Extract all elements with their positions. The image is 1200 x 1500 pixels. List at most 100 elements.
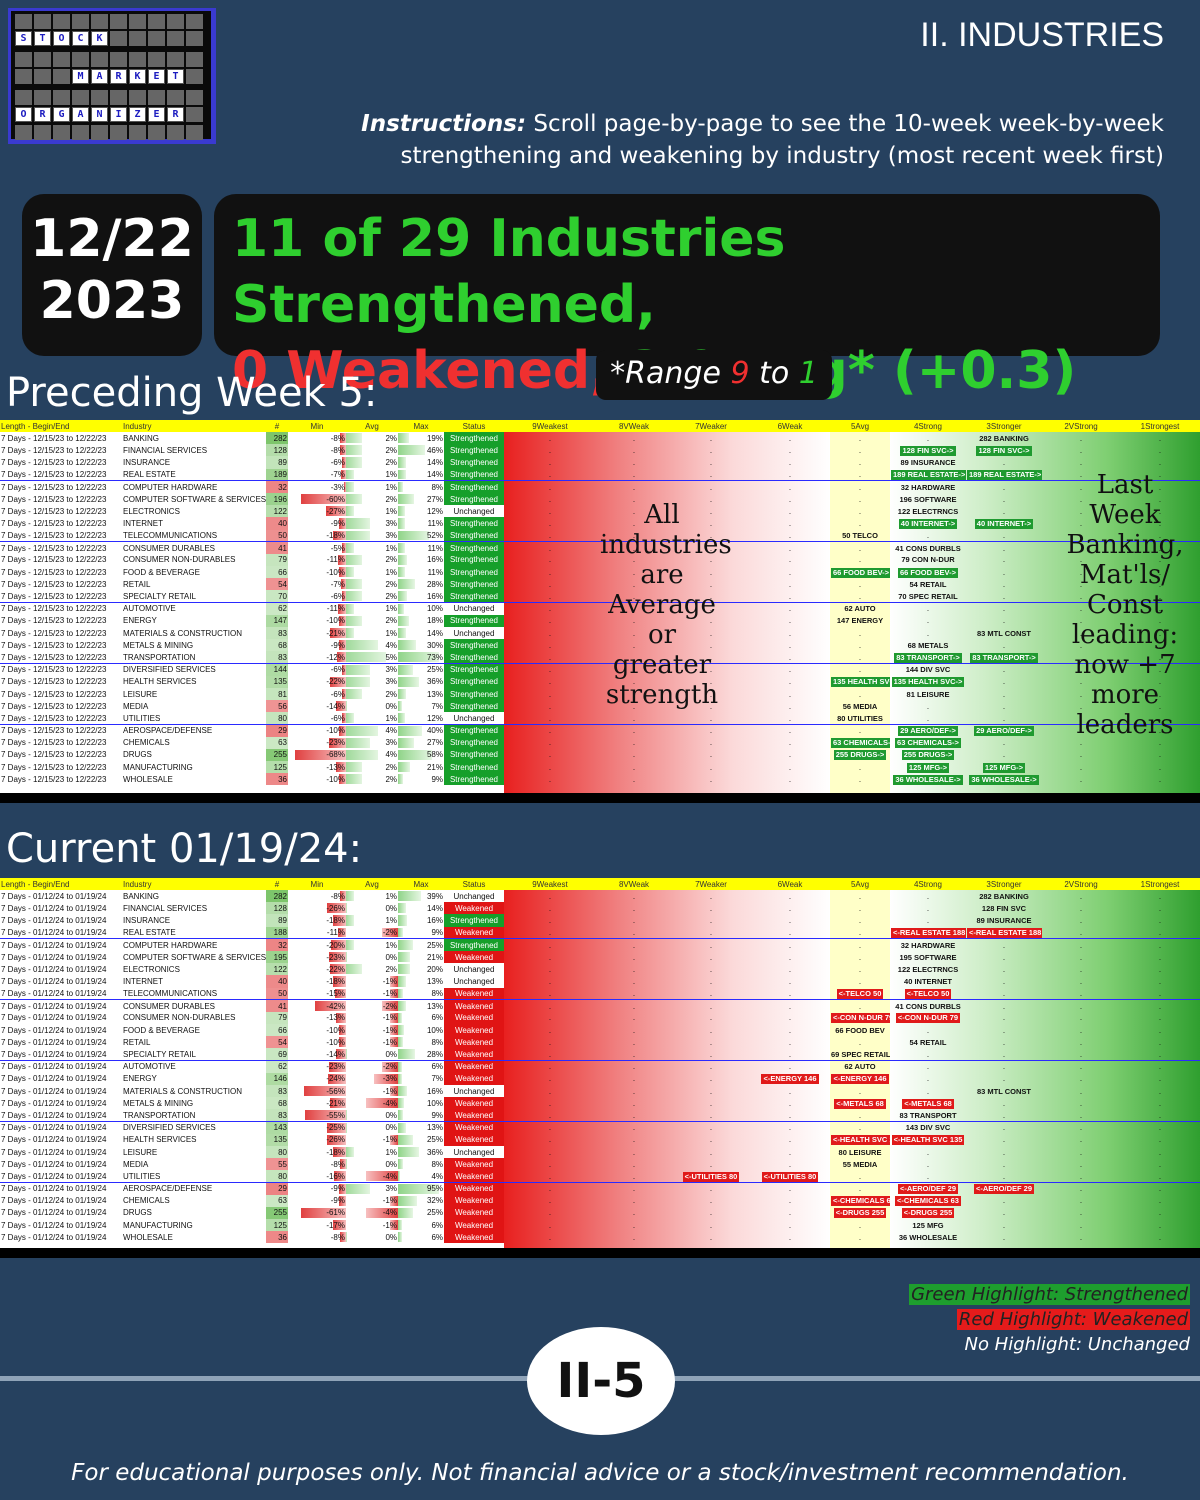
- avg-cell-value: 3%: [385, 665, 397, 675]
- preceding-table: Length - Begin/End Industry # Min Avg Max Stat…: [0, 420, 1200, 803]
- section-title: II. INDUSTRIES: [920, 16, 1164, 54]
- avg-cell-fill: [346, 493, 363, 505]
- min-cell-fill: [341, 665, 346, 675]
- period-cell: 7 Days - 12/15/23 to 12/22/23: [1, 750, 107, 760]
- min-cell-value: -3%: [330, 482, 345, 492]
- avg-cell: -3%: [346, 1073, 398, 1085]
- zone-8-cell: .: [632, 445, 636, 455]
- logo-filler: [72, 52, 89, 67]
- zone-8-cell: .: [632, 689, 636, 699]
- avg-cell-value: 2%: [385, 445, 397, 455]
- zone-7-cell: .: [709, 1159, 713, 1169]
- min-cell: -55%: [288, 1109, 346, 1121]
- industry-cell: AUTOMOTIVE: [123, 604, 176, 614]
- zone-8-cell: .: [632, 567, 636, 577]
- avg-cell: 2%: [346, 688, 398, 700]
- zone-9-cell: .: [548, 1135, 552, 1145]
- zone-1-cell: .: [1158, 940, 1162, 950]
- status-cell: Strengthened: [444, 687, 504, 701]
- zone-9-cell: .: [548, 964, 552, 974]
- zone-9-cell: .: [548, 1025, 552, 1035]
- industry-cell: UTILITIES: [123, 1171, 161, 1181]
- table-row: 7 Days - 12/15/23 to 12/22/23 MANUFACTURI…: [0, 761, 1200, 774]
- zone-8-cell: .: [632, 927, 636, 937]
- min-cell-fill: [304, 1086, 346, 1097]
- logo-filler: [129, 14, 146, 29]
- table-row: 7 Days - 01/12/24 to 01/19/24 ELECTRONICS…: [0, 963, 1200, 976]
- zone-6-cell: .: [788, 1086, 792, 1096]
- zone-4-cell: 63 CHEMICALS->: [890, 737, 966, 749]
- zone-7-cell: .: [709, 1049, 713, 1059]
- avg-cell: 1%: [346, 542, 398, 554]
- zone-1-cell: .: [1158, 738, 1162, 748]
- min-cell-value: -5%: [330, 543, 345, 553]
- avg-cell-value: 2%: [385, 762, 397, 772]
- zone-4-cell: 189 REAL ESTATE->: [890, 469, 966, 481]
- zone-3-cell: .: [1002, 494, 1006, 504]
- industry-rank-label: 143 DIV SVC: [905, 1123, 951, 1133]
- max-cell: 27%: [398, 493, 444, 505]
- avg-cell: 0%: [346, 1122, 398, 1134]
- range-prefix: *Range: [610, 356, 731, 391]
- headline-weakened: 0 Weakened,: [232, 341, 628, 401]
- avg-cell-fill: [346, 676, 371, 687]
- max-cell-value: 16%: [426, 555, 443, 565]
- zone-6-cell: .: [788, 774, 792, 784]
- zone-1-cell: .: [1158, 591, 1162, 601]
- zone-1-cell: .: [1158, 1135, 1162, 1145]
- min-cell: -18%: [288, 914, 346, 926]
- zone-2-cell: .: [1079, 543, 1083, 553]
- zone-2-cell: .: [1079, 738, 1083, 748]
- min-cell: -20%: [288, 939, 346, 951]
- min-cell: -8%: [288, 444, 346, 456]
- zone-4-cell: .: [926, 701, 930, 711]
- zone-4-cell: .: [926, 1086, 930, 1096]
- zone-1-cell: .: [1158, 1171, 1162, 1181]
- table-row: 7 Days - 01/12/24 to 01/19/24 DIVERSIFIED…: [0, 1121, 1200, 1134]
- status-cell: Strengthened: [444, 651, 504, 664]
- zone-9-cell: .: [548, 915, 552, 925]
- period-cell: 7 Days - 01/12/24 to 01/19/24: [1, 1123, 107, 1133]
- min-cell-value: -8%: [330, 891, 345, 901]
- min-cell: -8%: [288, 1158, 346, 1170]
- min-cell-value: -18%: [326, 530, 345, 540]
- zone-7-cell: .: [709, 469, 713, 479]
- zone-1-cell: .: [1158, 1013, 1162, 1023]
- zone-1-cell: .: [1158, 750, 1162, 760]
- zone-1-cell: .: [1158, 762, 1162, 772]
- industry-cell: CONSUMER NON-DURABLES: [123, 555, 236, 565]
- min-cell-value: -11%: [326, 555, 345, 565]
- industry-rank-label: <-TELCO 50: [836, 988, 884, 999]
- avg-cell-fill: [346, 1146, 355, 1158]
- max-cell: 36%: [398, 676, 444, 688]
- period-cell: 7 Days - 01/12/24 to 01/19/24: [1, 1025, 107, 1035]
- count-cell: 55: [266, 1158, 288, 1171]
- max-cell: 14%: [398, 456, 444, 468]
- max-cell: 30%: [398, 639, 444, 651]
- zone-6-cell: .: [788, 689, 792, 699]
- instructions-text: Scroll page-by-page to see the 10-week w…: [400, 111, 1165, 169]
- industry-rank-label: 122 ELECTRNCS: [897, 964, 959, 974]
- column-header: Max: [398, 878, 444, 890]
- min-cell-value: -13%: [326, 1013, 345, 1023]
- zone-2-cell: .: [1079, 506, 1083, 516]
- zone-5-cell: 62 AUTO: [830, 1061, 890, 1073]
- min-cell: -61%: [288, 1207, 346, 1219]
- avg-cell: 0%: [346, 1158, 398, 1170]
- count-cell: 56: [266, 700, 288, 713]
- min-cell-value: -68%: [326, 750, 345, 760]
- min-cell: -15%: [288, 988, 346, 1000]
- avg-cell-value: -1%: [382, 1013, 397, 1023]
- zone-6-cell: <-ENERGY 146: [750, 1073, 830, 1085]
- zone-4-cell: 79 CON N-DUR: [890, 554, 966, 566]
- table-row: 7 Days - 12/15/23 to 12/22/23 DRUGS 255 -68…: [0, 748, 1200, 762]
- zone-3-cell: .: [1002, 640, 1006, 650]
- max-cell-fill: [398, 940, 413, 950]
- max-cell: 58%: [398, 749, 444, 761]
- avg-cell-value: 3%: [385, 530, 397, 540]
- industry-rank-label: <-ENERGY 146: [831, 1074, 889, 1085]
- zone-7-cell: .: [709, 891, 713, 901]
- zone-7-cell: .: [709, 1196, 713, 1206]
- avg-cell: 3%: [346, 676, 398, 688]
- weak-zone-gradient: [504, 432, 830, 803]
